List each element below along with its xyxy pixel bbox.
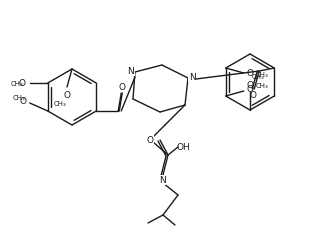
Text: CH₃: CH₃ — [256, 72, 268, 78]
Text: O: O — [118, 83, 125, 92]
Text: O: O — [63, 90, 70, 99]
Text: CH₃: CH₃ — [256, 83, 268, 89]
Text: CH₃: CH₃ — [252, 74, 265, 80]
Text: O: O — [146, 136, 153, 145]
Text: O: O — [19, 96, 26, 105]
Text: O: O — [250, 90, 257, 99]
Text: O: O — [18, 78, 25, 87]
Text: CH₃: CH₃ — [11, 81, 23, 87]
Text: O: O — [247, 80, 254, 89]
Text: O: O — [246, 85, 253, 94]
Text: N: N — [189, 72, 195, 81]
Text: N: N — [158, 175, 165, 184]
Text: O: O — [246, 69, 253, 78]
Text: CH₃: CH₃ — [13, 95, 25, 101]
Text: N: N — [128, 67, 134, 76]
Text: CH₃: CH₃ — [54, 101, 66, 107]
Text: OH: OH — [176, 142, 190, 151]
